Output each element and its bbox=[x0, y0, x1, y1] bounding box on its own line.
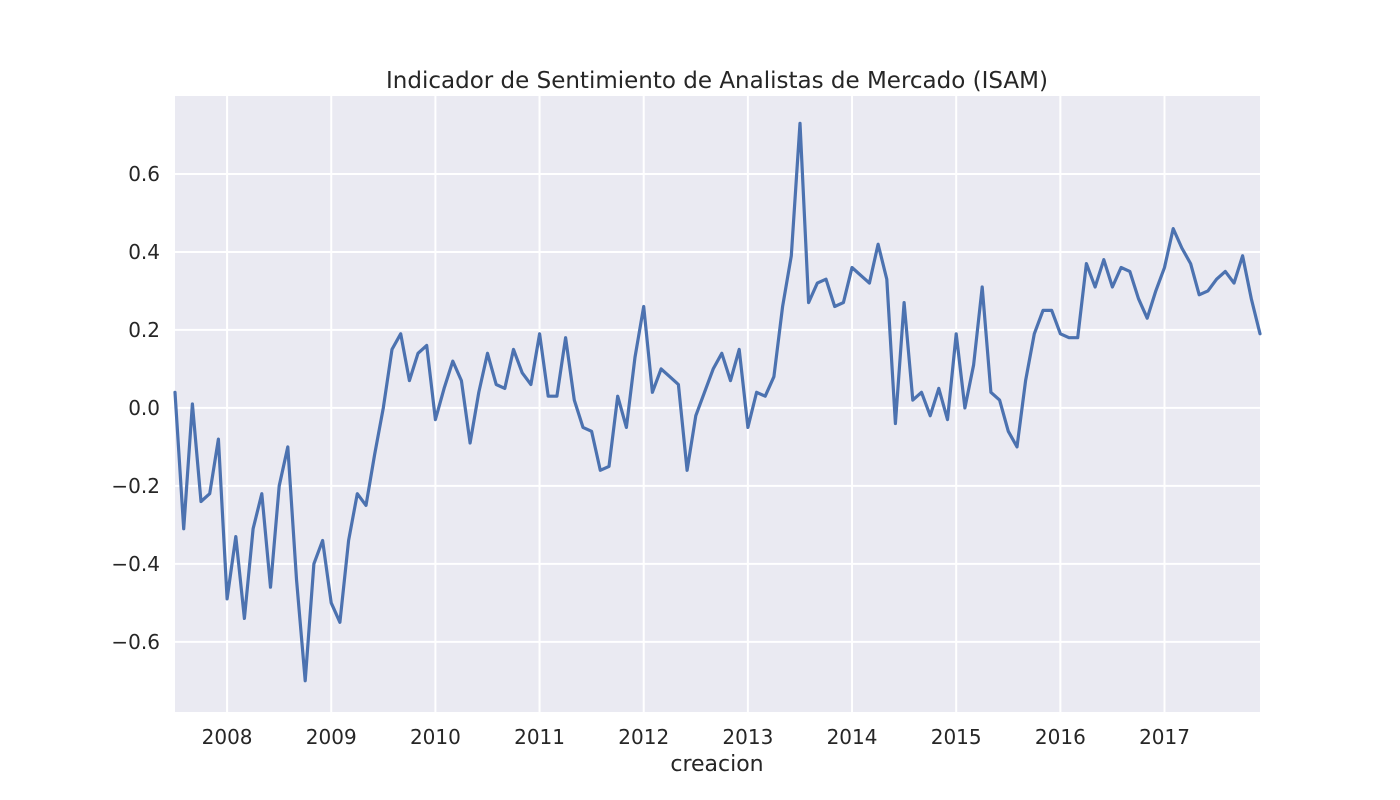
x-axis-ticks: 2008 2009 2010 2011 2012 2013 2014 2015 2016 2017 bbox=[202, 725, 1190, 749]
plot-area bbox=[175, 96, 1260, 712]
y-tick-label: 0.2 bbox=[128, 318, 160, 342]
y-tick-label: 0.4 bbox=[128, 240, 160, 264]
x-axis-label: creacion bbox=[670, 752, 763, 777]
y-tick-label: 0.0 bbox=[128, 396, 160, 420]
series-line bbox=[173, 121, 1262, 683]
x-tick-label: 2017 bbox=[1139, 725, 1190, 749]
x-tick-label: 2012 bbox=[618, 725, 669, 749]
chart-title: Indicador de Sentimiento de Analistas de… bbox=[386, 68, 1048, 94]
y-axis-ticks: 0.6 0.4 0.2 0.0 −0.2 −0.4 −0.6 bbox=[111, 162, 160, 654]
x-tick-label: 2009 bbox=[306, 725, 357, 749]
y-tick-label: −0.6 bbox=[111, 630, 160, 654]
x-tick-label: 2015 bbox=[931, 725, 982, 749]
x-tick-label: 2008 bbox=[202, 725, 253, 749]
series-layer bbox=[173, 121, 1262, 683]
x-tick-label: 2011 bbox=[514, 725, 565, 749]
x-tick-label: 2010 bbox=[410, 725, 461, 749]
grid bbox=[175, 96, 1260, 712]
y-tick-label: 0.6 bbox=[128, 162, 160, 186]
x-tick-label: 2014 bbox=[827, 725, 878, 749]
x-tick-label: 2013 bbox=[722, 725, 773, 749]
x-tick-label: 2016 bbox=[1035, 725, 1086, 749]
y-tick-label: −0.4 bbox=[111, 552, 160, 576]
y-tick-label: −0.2 bbox=[111, 474, 160, 498]
